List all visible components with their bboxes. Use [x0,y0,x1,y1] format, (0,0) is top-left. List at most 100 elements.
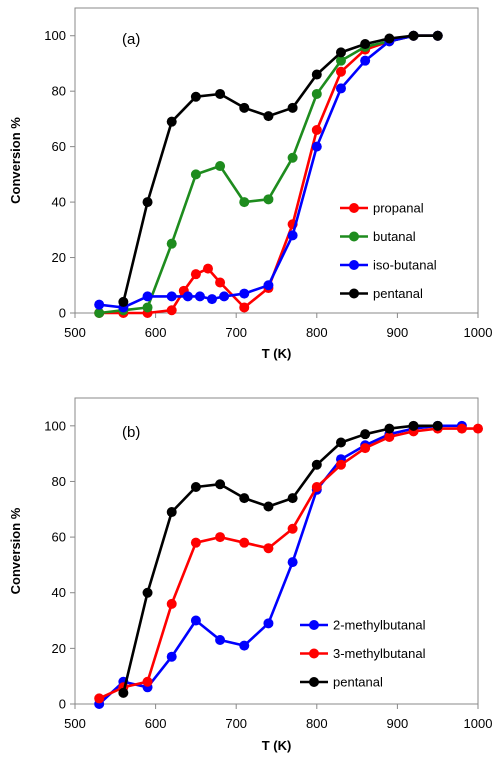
data-point [215,277,226,288]
x-tick-label: 600 [145,325,167,340]
data-point [335,459,346,470]
y-tick-label: 80 [52,474,66,489]
data-point [408,420,419,431]
data-point [473,423,483,434]
data-point [239,537,250,548]
y-tick-label: 60 [52,139,66,154]
data-point [384,423,395,434]
data-point [335,55,346,66]
y-tick-label: 20 [52,250,66,265]
data-point [166,291,177,302]
series-pentanal [118,30,443,307]
legend-marker [309,620,319,630]
data-point [311,459,322,470]
data-point [263,501,274,512]
series-line [98,424,462,705]
data-point [190,269,201,280]
x-tick-label: 900 [387,716,409,731]
y-tick-label: 0 [59,306,66,321]
data-point [166,651,177,662]
y-tick-label: 100 [44,28,66,43]
x-tick-label: 800 [306,325,328,340]
legend-label: 2-methylbutanal [333,618,426,633]
data-point [166,598,177,609]
data-point [335,437,346,448]
x-tick-label: 600 [145,716,167,731]
data-point [182,291,193,302]
data-point [287,557,298,568]
data-point [166,305,177,316]
panel-label: (a) [122,31,140,48]
x-tick-label: 700 [225,716,247,731]
data-point [263,543,274,554]
data-point [142,197,153,208]
y-tick-label: 60 [52,530,66,545]
data-point [287,152,298,163]
data-point [335,47,346,58]
data-point [360,39,371,50]
data-point [384,33,395,44]
x-tick-label: 1000 [464,716,493,731]
data-point [219,291,230,302]
data-point [263,111,274,122]
data-point [311,125,322,135]
data-point [202,263,213,274]
data-point [190,537,201,548]
legend-marker [309,648,319,659]
data-point [142,676,153,687]
data-point [142,291,153,302]
data-point [190,482,201,493]
x-axis-title: T (K) [262,738,292,753]
legend-label: pentanal [373,286,423,301]
data-point [190,615,201,626]
data-point [207,294,218,305]
data-point [456,423,467,434]
x-axis-title: T (K) [262,346,292,361]
data-point [432,30,443,41]
data-point [215,161,226,172]
y-tick-label: 20 [52,641,66,656]
data-point [215,532,226,543]
data-point [118,296,129,307]
data-point [432,420,443,431]
data-point [360,443,371,454]
legend: propanal butanal iso-butanal pentanal [340,201,437,301]
data-point [94,299,105,310]
data-point [166,238,177,249]
data-point [263,618,274,629]
legend-label: pentanal [333,675,383,690]
y-tick-label: 100 [44,418,66,433]
y-axis-title: Conversion % [8,117,23,204]
data-point [311,482,322,493]
data-point [194,291,205,302]
data-point [287,102,298,113]
data-point [215,479,226,490]
data-point [142,302,153,313]
data-point [287,493,298,504]
y-tick-label: 40 [52,585,66,600]
data-point [239,302,250,313]
x-tick-label: 900 [387,325,409,340]
data-point [360,55,371,66]
legend-label: propanal [373,201,424,216]
legend: 2-methylbutanal 3-methylbutanal pentanal [300,618,426,690]
data-point [263,280,274,291]
series-3-methylbutanal [94,423,483,704]
data-point [94,308,105,318]
data-point [360,429,371,440]
data-point [335,83,346,94]
data-point [239,197,250,208]
series-propanal [94,30,443,318]
data-point [166,507,177,518]
data-point [94,693,105,704]
legend-marker [349,288,359,299]
data-point [311,88,322,99]
legend-marker [309,677,319,687]
data-point [166,116,177,127]
legend-label: butanal [373,229,416,244]
data-point [239,640,250,651]
plot-frame [74,7,479,314]
series-butanal [94,30,443,318]
data-point [118,687,129,698]
